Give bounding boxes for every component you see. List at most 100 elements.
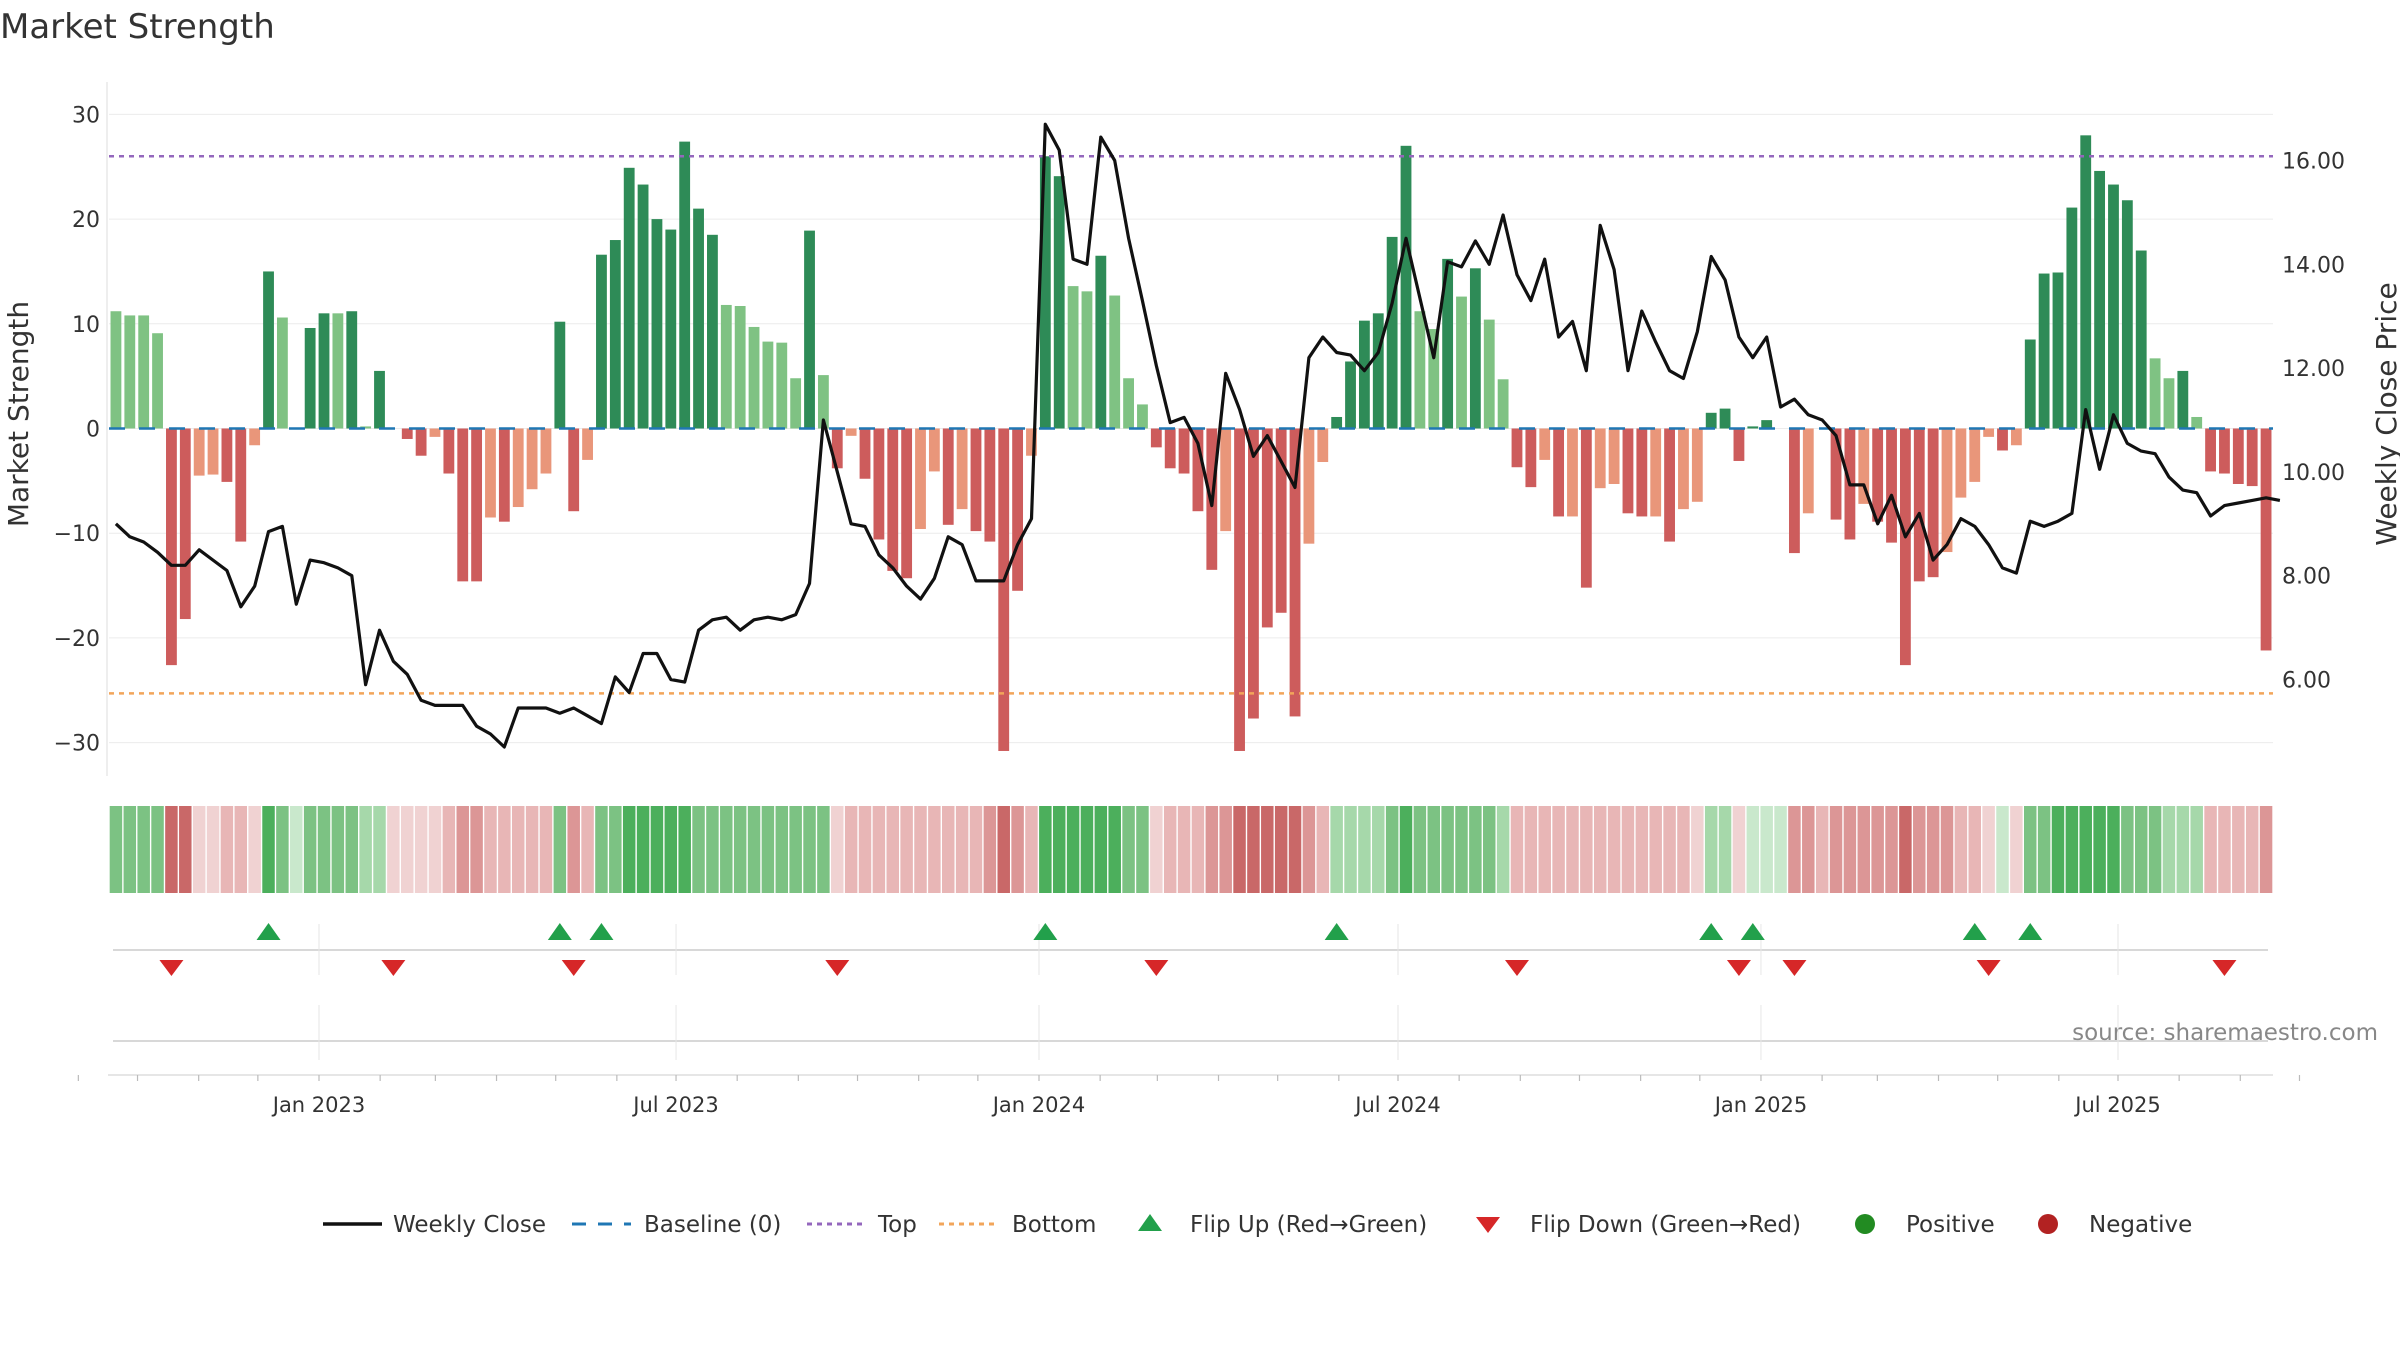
strength-bar: [526, 428, 538, 490]
legend-flip-down-label: Flip Down (Green→Red): [1530, 1212, 1801, 1238]
strength-bar: [2080, 135, 2092, 429]
legend-flip-up-label: Flip Up (Red→Green): [1190, 1212, 1427, 1238]
strength-bar: [2177, 370, 2189, 429]
intensity-cell: [290, 806, 303, 893]
intensity-cell: [1996, 806, 2009, 893]
strength-bar: [1664, 428, 1675, 542]
intensity-cell: [761, 806, 775, 893]
intensity-cell: [2218, 806, 2231, 893]
intensity-cell: [983, 806, 997, 893]
strength-bar: [1525, 428, 1537, 488]
intensity-cell: [1385, 806, 1399, 893]
strength-bar: [1289, 428, 1301, 717]
x-tick-label: Jan 2025: [1713, 1093, 1808, 1117]
intensity-cell: [1150, 806, 1163, 893]
strength-bar: [693, 208, 704, 429]
intensity-cell: [1885, 806, 1898, 893]
intensity-cell: [1982, 806, 1995, 893]
intensity-cell: [678, 806, 691, 893]
intensity-cell: [2245, 806, 2259, 893]
strength-bar: [984, 428, 996, 542]
intensity-cell: [2176, 806, 2190, 893]
strength-bar: [1220, 428, 1232, 532]
intensity-cell: [900, 806, 913, 893]
intensity-cell: [414, 806, 428, 893]
strength-bar: [859, 428, 871, 479]
strength-bar: [1178, 428, 1190, 474]
x-tick-label: Jan 2024: [991, 1093, 1086, 1117]
intensity-cell: [1330, 806, 1343, 893]
intensity-cell: [1108, 806, 1121, 893]
intensity-cell: [137, 806, 150, 893]
intensity-cell: [2121, 806, 2134, 893]
intensity-cell: [1968, 806, 1981, 893]
intensity-cell: [2093, 806, 2106, 893]
strength-bar: [596, 254, 607, 429]
flip-down-marker: [1976, 960, 2001, 976]
strength-bar: [1414, 311, 1426, 429]
intensity-cell: [539, 806, 553, 893]
intensity-cell: [1913, 806, 1926, 893]
strength-bar: [1719, 408, 1731, 429]
intensity-cell: [1732, 806, 1746, 893]
strength-bar: [1830, 428, 1842, 520]
strength-bar: [2260, 428, 2272, 651]
intensity-cell: [2107, 806, 2120, 893]
strength-bar: [1497, 379, 1509, 429]
flip-down-marker: [2212, 960, 2237, 976]
intensity-cell: [165, 806, 178, 893]
strength-bar: [817, 375, 829, 429]
intensity-cell: [1177, 806, 1191, 893]
flip-up-marker: [256, 923, 281, 940]
intensity-cell: [844, 806, 858, 893]
strength-bar: [1164, 428, 1176, 469]
intensity-cell: [1039, 806, 1052, 893]
legend-flip-down-symbol: [1476, 1217, 1500, 1233]
strength-bar: [152, 333, 163, 429]
y-tick-label: 30: [72, 103, 100, 128]
strength-bar: [1053, 176, 1065, 429]
strength-bar: [249, 428, 261, 446]
intensity-cell: [1191, 806, 1205, 893]
legend: Weekly Close Baseline (0) Top Bottom Flip Up…: [323, 1212, 2192, 1238]
legend-weekly-close-label: Weekly Close: [393, 1212, 546, 1238]
intensity-cell: [2134, 806, 2148, 893]
flip-down-marker: [561, 960, 586, 976]
strength-bar: [1622, 428, 1634, 514]
intensity-cell: [650, 806, 664, 893]
intensity-cell: [1052, 806, 1066, 893]
intensity-cell: [1080, 806, 1094, 893]
intensity-cell: [886, 806, 899, 893]
y2-tick-label: 12.00: [2282, 357, 2345, 382]
intensity-cell: [387, 806, 400, 893]
strength-bar: [1331, 416, 1343, 429]
intensity-cell: [1066, 806, 1080, 893]
intensity-cell: [733, 806, 747, 893]
strength-bar: [928, 428, 940, 472]
strength-bar: [1650, 428, 1662, 517]
strength-bar: [1039, 156, 1051, 429]
strength-bar: [915, 428, 926, 530]
intensity-cell: [942, 806, 955, 893]
flip-markers: [108, 923, 2273, 1076]
strength-bar: [1081, 291, 1093, 429]
intensity-cell: [872, 806, 886, 893]
strength-bar: [1511, 428, 1523, 468]
strength-bar: [2094, 170, 2106, 429]
intensity-cell: [1288, 806, 1302, 893]
intensity-cell: [1580, 806, 1593, 893]
strength-bar: [1872, 428, 1884, 522]
strength-bar: [1469, 268, 1481, 429]
intensity-cell: [997, 806, 1010, 893]
strength-bar: [1539, 428, 1551, 460]
strength-bar: [1303, 428, 1315, 544]
flip-down-marker: [1726, 960, 1751, 976]
intensity-cell: [817, 806, 830, 893]
strength-bar: [1705, 412, 1717, 429]
intensity-cell: [206, 806, 220, 893]
intensity-cell: [525, 806, 539, 893]
intensity-cell: [234, 806, 248, 893]
intensity-cell: [789, 806, 802, 893]
intensity-cell: [692, 806, 705, 893]
strength-bar: [443, 428, 455, 474]
